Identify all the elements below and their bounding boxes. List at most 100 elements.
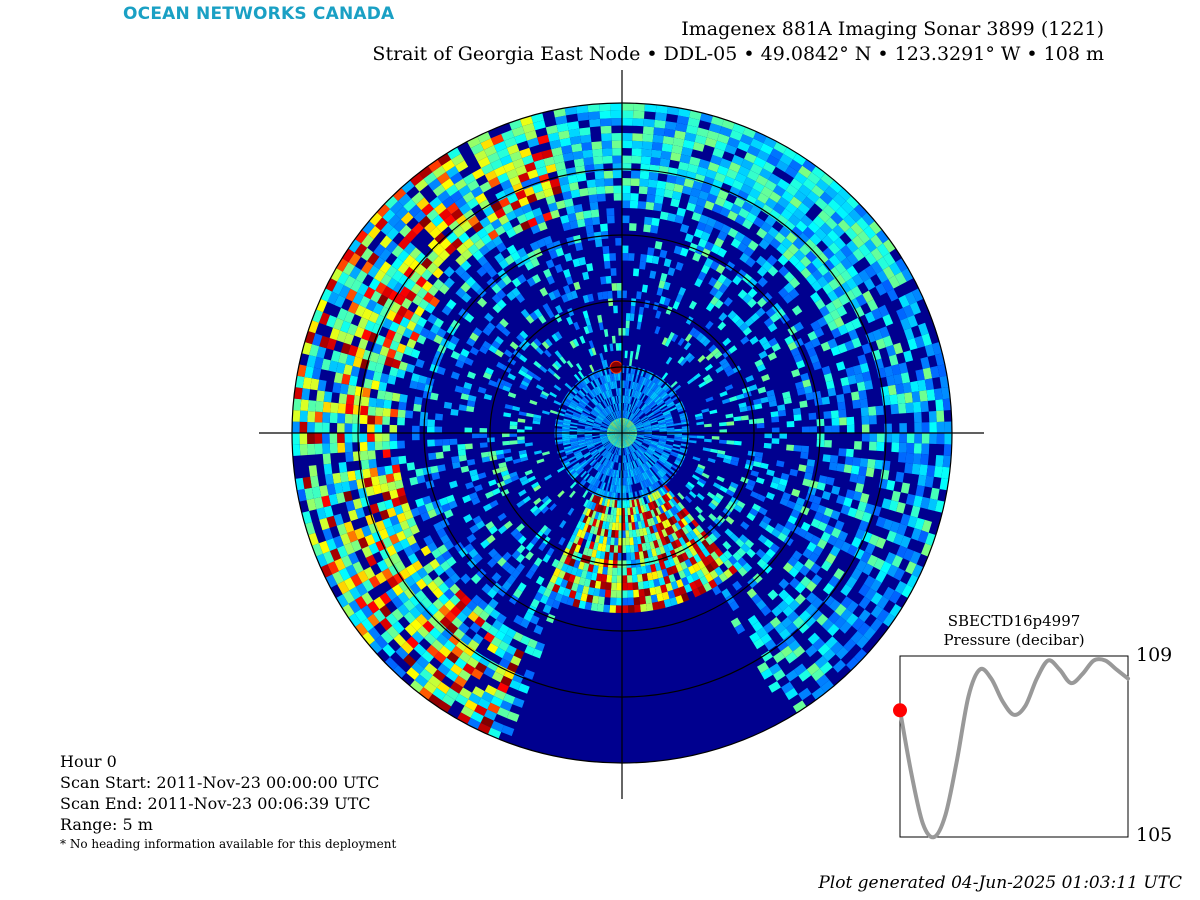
sonar-cell	[313, 496, 324, 510]
sonar-cell	[590, 412, 598, 418]
sonar-cell	[575, 454, 583, 460]
sonar-cell	[723, 568, 733, 579]
sonar-cell	[578, 442, 586, 446]
sonar-cell	[763, 442, 772, 449]
sonar-cell	[602, 246, 610, 254]
sonar-cell	[375, 571, 387, 584]
sonar-cell	[421, 280, 433, 292]
sonar-cell	[673, 183, 684, 193]
sonar-cell	[732, 551, 742, 562]
sonar-cell	[489, 455, 498, 462]
sonar-cell	[333, 317, 344, 331]
sonar-cell	[469, 232, 481, 244]
sonar-cell	[563, 572, 571, 581]
sonar-cell	[638, 447, 645, 454]
sonar-cell	[627, 403, 631, 412]
sonar-cell	[475, 520, 486, 530]
sonar-cell	[785, 669, 799, 682]
sonar-cell	[622, 428, 629, 433]
sonar-cell	[622, 426, 627, 433]
sonar-cell	[635, 408, 641, 416]
sonar-cell	[787, 243, 800, 255]
sonar-cell	[652, 601, 660, 611]
sonar-cell	[821, 560, 832, 572]
sonar-cell	[603, 604, 610, 613]
sonar-cell	[609, 405, 614, 413]
sonar-cell	[675, 595, 684, 605]
sonar-cell	[713, 576, 723, 586]
sonar-cell	[679, 154, 691, 164]
sonar-cell	[622, 515, 626, 523]
sonar-cell	[626, 552, 631, 561]
sonar-cell	[618, 410, 620, 419]
sonar-cell	[757, 192, 770, 204]
sonar-cell	[914, 517, 925, 531]
sonar-cell	[404, 229, 417, 243]
sonar-cell	[384, 465, 393, 475]
sonar-cell	[648, 381, 654, 389]
sonar-cell	[600, 436, 608, 439]
sonar-cell	[645, 450, 653, 457]
sonar-cell	[623, 470, 626, 478]
sonar-cell	[584, 217, 593, 227]
sonar-cell	[395, 324, 407, 336]
sonar-cell	[434, 202, 447, 215]
sonar-cell	[627, 423, 634, 429]
sonar-cell	[609, 437, 617, 443]
sonar-cell	[328, 360, 339, 373]
sonar-cell	[687, 117, 700, 128]
sonar-cell	[593, 423, 601, 427]
sonar-cell	[905, 452, 914, 464]
sonar-cell	[636, 429, 645, 432]
sonar-cell	[661, 528, 668, 538]
sonar-cell	[585, 394, 592, 401]
sonar-cell	[527, 475, 536, 483]
sonar-cell	[451, 645, 464, 658]
sonar-cell	[747, 450, 756, 457]
sonar-cell	[656, 399, 664, 406]
sonar-cell	[506, 662, 519, 673]
sonar-cell	[333, 513, 344, 526]
sonar-cell	[629, 428, 637, 431]
sonar-cell	[816, 613, 829, 626]
sonar-cell	[864, 588, 877, 601]
sonar-cell	[418, 298, 430, 310]
sonar-cell	[755, 477, 765, 485]
sonar-cell	[663, 493, 671, 502]
sonar-cell	[891, 364, 901, 376]
sonar-cell	[861, 531, 873, 543]
sonar-cell	[349, 586, 362, 600]
sonar-cell	[705, 302, 715, 312]
sonar-cell	[783, 220, 796, 232]
sonar-cell	[622, 200, 631, 209]
sonar-cell	[581, 142, 593, 151]
sonar-cell	[538, 314, 547, 324]
sonar-cell	[593, 503, 599, 512]
sonar-cell	[645, 526, 651, 535]
sonar-cell	[829, 309, 841, 321]
sonar-cell	[622, 290, 627, 299]
sonar-cell	[668, 499, 675, 508]
sonar-cell	[870, 605, 884, 619]
sonar-cell	[730, 460, 739, 467]
sonar-cell	[615, 433, 622, 436]
sonar-cell	[616, 427, 622, 433]
sonar-cell	[631, 499, 635, 508]
sonar-cell	[834, 262, 847, 275]
sonar-cell	[629, 413, 634, 420]
sonar-cell	[904, 392, 913, 404]
sonar-cell	[495, 382, 504, 390]
sonar-cell	[858, 596, 871, 610]
sonar-cell	[861, 415, 870, 425]
sonar-cell	[678, 161, 690, 171]
sonar-cell	[663, 503, 670, 511]
sonar-cell	[602, 291, 608, 300]
sonar-cell	[374, 415, 383, 425]
sonar-cell	[598, 520, 604, 529]
sonar-cell	[825, 636, 838, 649]
sonar-cell	[603, 513, 608, 522]
sonar-cell	[622, 429, 629, 433]
sonar-cell	[627, 373, 631, 381]
sonar-cell	[581, 397, 589, 405]
sonar-cell	[612, 148, 622, 156]
